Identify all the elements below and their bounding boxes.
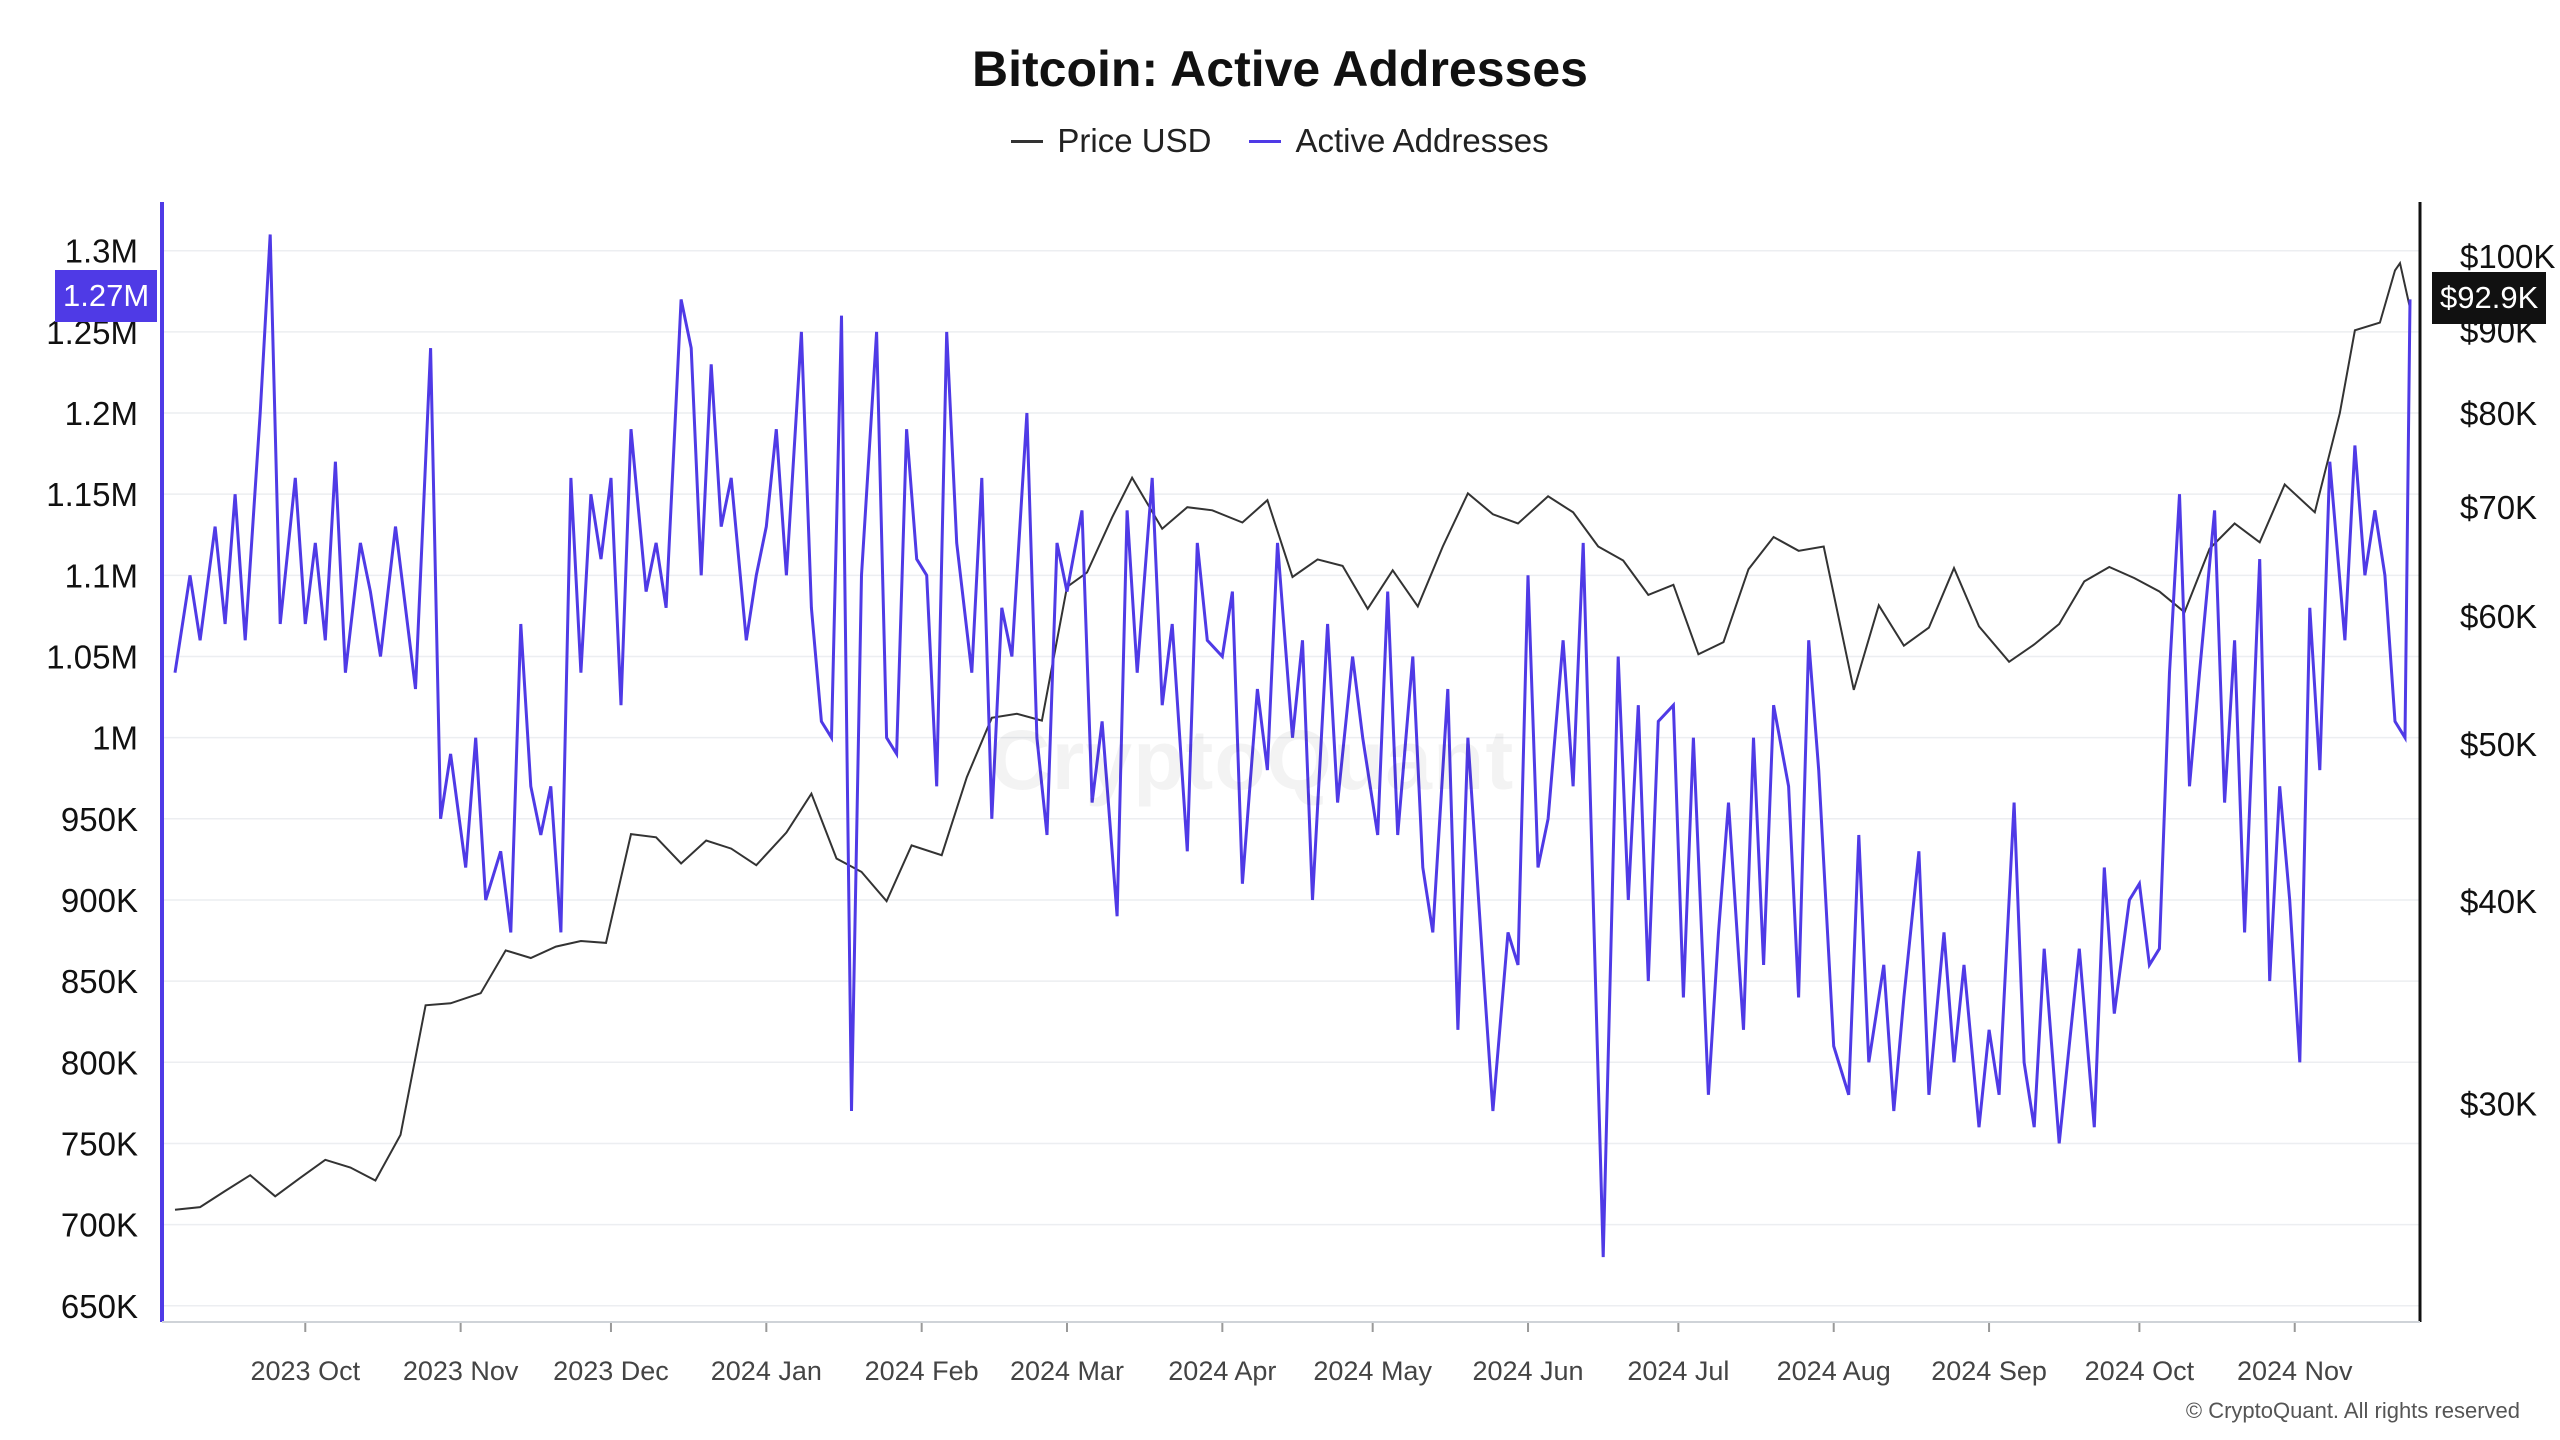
left-tick-label: 650K — [61, 1288, 138, 1325]
copyright-notice: © CryptoQuant. All rights reserved — [2185, 1398, 2520, 1423]
x-tick-label: 2024 Mar — [1010, 1356, 1124, 1386]
left-tick-label: 1.05M — [46, 638, 138, 675]
left-tick-label: 800K — [61, 1044, 138, 1081]
x-tick-label: 2024 Feb — [865, 1356, 979, 1386]
right-tick-label: $50K — [2460, 726, 2537, 763]
x-tick-label: 2024 Oct — [2085, 1356, 2195, 1386]
right-tick-label: $60K — [2460, 598, 2537, 635]
x-axis-ticks: 2023 Oct 2023 Nov 2023 Dec 2024 Jan 2024 Feb… — [251, 1322, 2353, 1386]
right-tick-label: $40K — [2460, 883, 2537, 920]
right-axis-ticks: $30K$40K$50K$60K$70K$80K$90K$100K — [2460, 238, 2555, 1123]
x-tick-label: 2024 Sep — [1931, 1356, 2047, 1386]
x-tick-label: 2024 Jun — [1472, 1356, 1583, 1386]
current-value-badge-left: 1.27M — [55, 270, 158, 322]
chart-title: Bitcoin: Active Addresses — [972, 41, 1588, 97]
right-tick-label: $70K — [2460, 489, 2537, 526]
legend-swatch-active-addresses — [1249, 139, 1282, 143]
left-tick-label: 1.15M — [46, 476, 138, 513]
left-tick-label: 750K — [61, 1125, 138, 1162]
x-tick-label: 2024 Jul — [1627, 1356, 1729, 1386]
watermark: CryptoQuant — [990, 712, 1514, 809]
left-axis-ticks: 650K 700K 750K 800K 850K 900K 950K 1M 1.05M 1.1M 1… — [46, 233, 138, 1325]
left-tick-label: 850K — [61, 963, 138, 1000]
right-tick-label: $80K — [2460, 395, 2537, 432]
left-tick-label: 1.2M — [65, 395, 138, 432]
left-tick-label: 900K — [61, 882, 138, 919]
x-tick-label: 2023 Oct — [251, 1356, 361, 1386]
left-tick-label: 1M — [92, 720, 138, 757]
x-tick-label: 2023 Dec — [553, 1356, 669, 1386]
right-tick-label: $30K — [2460, 1086, 2537, 1123]
series-price-usd-line — [174, 260, 2411, 1211]
legend-item-price[interactable]: Price USD — [1011, 122, 1211, 160]
current-value-badge-right: $92.9K — [2432, 272, 2547, 324]
x-tick-label: 2023 Nov — [403, 1356, 519, 1386]
series-active-addresses-line — [173, 234, 2412, 1258]
x-tick-label: 2024 Apr — [1168, 1356, 1276, 1386]
legend: Price USD Active Addresses — [0, 122, 2560, 160]
left-tick-label: 950K — [61, 801, 138, 838]
x-tick-label: 2024 Jan — [711, 1356, 822, 1386]
left-tick-label: 700K — [61, 1207, 138, 1244]
legend-item-active-addresses[interactable]: Active Addresses — [1249, 122, 1549, 160]
x-tick-label: 2024 Aug — [1777, 1356, 1891, 1386]
right-tick-label: $100K — [2460, 238, 2555, 275]
left-tick-label: 1.3M — [65, 233, 138, 270]
x-tick-label: 2024 Nov — [2237, 1356, 2353, 1386]
left-tick-label: 1.1M — [65, 557, 138, 594]
x-tick-label: 2024 May — [1313, 1356, 1432, 1386]
legend-swatch-price — [1011, 139, 1044, 143]
legend-label-price: Price USD — [1057, 122, 1212, 159]
gridlines — [162, 249, 2420, 1307]
legend-label-active-addresses: Active Addresses — [1295, 122, 1549, 159]
